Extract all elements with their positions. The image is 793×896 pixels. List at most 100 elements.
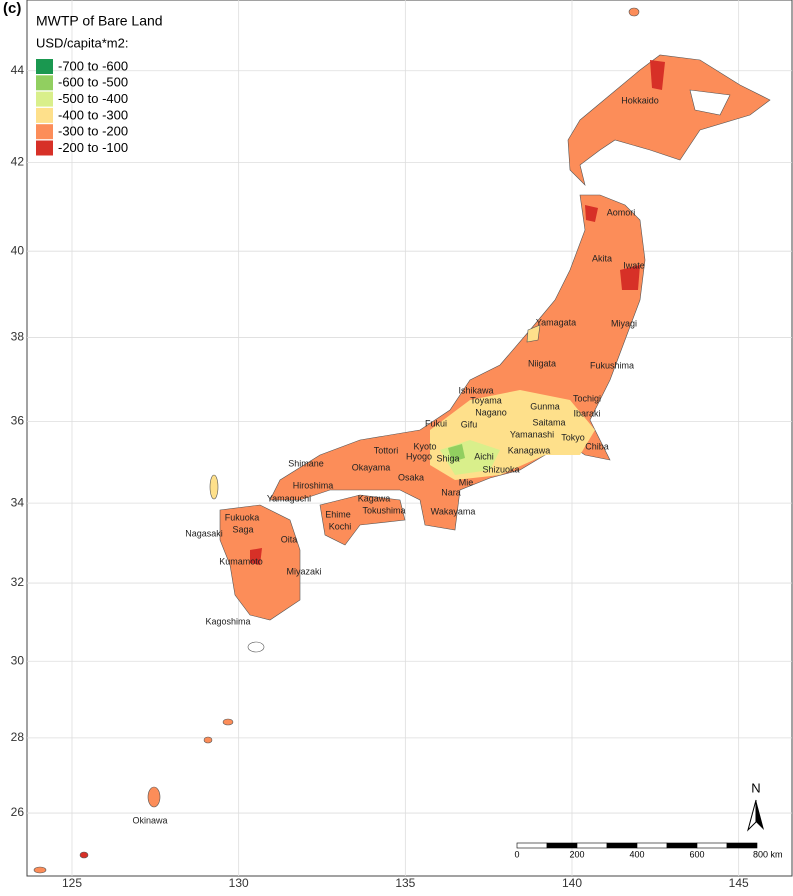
- x-tick-label: 140: [562, 876, 582, 890]
- y-tick-label: 38: [11, 330, 25, 344]
- scale-segment: [606, 842, 638, 849]
- legend-swatch: [36, 91, 53, 107]
- place-label: Miyazaki: [286, 566, 321, 576]
- legend-label: -700 to -600: [58, 58, 128, 73]
- place-label: Kagawa: [358, 493, 391, 503]
- y-tick-label: 32: [11, 575, 25, 589]
- place-label: Saga: [232, 524, 253, 534]
- y-tick-label: 42: [11, 155, 25, 169]
- island: [147, 786, 161, 808]
- north-label: N: [751, 780, 760, 795]
- scale-segment: [696, 842, 728, 849]
- legend-title: MWTP of Bare Land: [36, 13, 163, 29]
- place-label: Ibaraki: [573, 408, 600, 418]
- place-label: Osaka: [398, 472, 424, 482]
- place-label: Aichi: [474, 451, 494, 461]
- y-tick-label: 40: [11, 243, 25, 257]
- x-tick-label: 130: [229, 876, 249, 890]
- north-arrow-right: [756, 800, 764, 830]
- island: [247, 641, 265, 653]
- place-label: Miyagi: [611, 318, 637, 328]
- y-tick-label: 36: [11, 414, 25, 428]
- scale-label: 800 km: [753, 849, 783, 859]
- legend-swatch: [36, 75, 53, 91]
- island: [79, 851, 89, 859]
- place-label: Shiga: [436, 453, 459, 463]
- place-label: Kochi: [329, 521, 352, 531]
- island: [628, 7, 640, 17]
- x-tick-label: 135: [395, 876, 415, 890]
- place-label: Nagano: [475, 407, 507, 417]
- legend-swatch: [36, 124, 53, 140]
- legend-label: -600 to -500: [58, 75, 128, 90]
- shikoku: [319, 494, 406, 546]
- place-label: Ishikawa: [458, 385, 493, 395]
- place-label: Yamaguchi: [267, 493, 311, 503]
- scale-bar: 0 200 400 600 800 km: [514, 842, 783, 859]
- place-label: Hiroshima: [293, 480, 334, 490]
- place-label: Fukushima: [590, 360, 634, 370]
- scale-segment: [666, 842, 698, 849]
- place-label: Niigata: [528, 358, 556, 368]
- place-label: Mie: [459, 477, 474, 487]
- y-tick-label: 28: [11, 730, 25, 744]
- place-label: Kanagawa: [508, 445, 551, 455]
- place-label: Yamagata: [536, 317, 576, 327]
- place-label: Nara: [441, 487, 461, 497]
- hokkaido-unsurveyed: [689, 89, 731, 116]
- place-label: Hyogo: [406, 451, 432, 461]
- scale-segment: [546, 842, 578, 849]
- place-label: Akita: [592, 253, 612, 263]
- scale-segment: [576, 842, 608, 849]
- island: [203, 736, 213, 744]
- place-label: Tottori: [374, 445, 399, 455]
- place-label: Aomori: [607, 207, 636, 217]
- place-label: Kyoto: [413, 441, 436, 451]
- place-label: Fukui: [425, 418, 447, 428]
- panel-label: (c): [3, 0, 21, 17]
- place-label: Okayama: [352, 462, 391, 472]
- place-label: Gifu: [461, 419, 478, 429]
- scale-label: 0: [514, 849, 519, 859]
- place-label: Oita: [281, 534, 298, 544]
- place-label: Ehime: [325, 509, 351, 519]
- legend: MWTP of Bare Land USD/capita*m2: -700 to…: [36, 13, 163, 156]
- place-label: Shizuoka: [482, 464, 519, 474]
- legend-swatch: [36, 107, 53, 123]
- scale-segment: [636, 842, 668, 849]
- red-area: [585, 205, 598, 222]
- legend-label: -300 to -200: [58, 124, 128, 139]
- scale-label: 600: [689, 849, 704, 859]
- place-label: Chiba: [585, 441, 609, 451]
- scale-label: 200: [569, 849, 584, 859]
- y-tick-label: 26: [11, 805, 25, 819]
- sado: [526, 324, 541, 343]
- place-label: Yamanashi: [510, 429, 554, 439]
- land: [33, 7, 771, 874]
- place-label: Kagoshima: [205, 616, 250, 626]
- place-label: Hokkaido: [621, 95, 659, 105]
- island: [33, 866, 47, 874]
- legend-swatch: [36, 59, 53, 74]
- place-label: Tochigi: [573, 393, 601, 403]
- island: [209, 474, 219, 500]
- place-label: Tokyo: [561, 432, 585, 442]
- y-tick-label: 44: [11, 63, 25, 77]
- place-label: Nagasaki: [185, 528, 223, 538]
- y-tick-label: 34: [11, 495, 25, 509]
- place-label: Saitama: [532, 417, 565, 427]
- legend-label: -400 to -300: [58, 107, 128, 122]
- place-label: Okinawa: [132, 815, 167, 825]
- legend-label: -500 to -400: [58, 91, 128, 106]
- scale-label: 400: [629, 849, 644, 859]
- place-label: Kumamoto: [219, 556, 263, 566]
- x-tick-label: 145: [729, 876, 749, 890]
- x-tick-label: 125: [62, 876, 82, 890]
- place-label: Iwate: [623, 260, 645, 270]
- y-tick-label: 30: [11, 653, 25, 667]
- graticule: [27, 0, 792, 876]
- legend-label: -200 to -100: [58, 140, 128, 155]
- hokkaido: [567, 54, 771, 186]
- place-label: Tokushima: [362, 505, 405, 515]
